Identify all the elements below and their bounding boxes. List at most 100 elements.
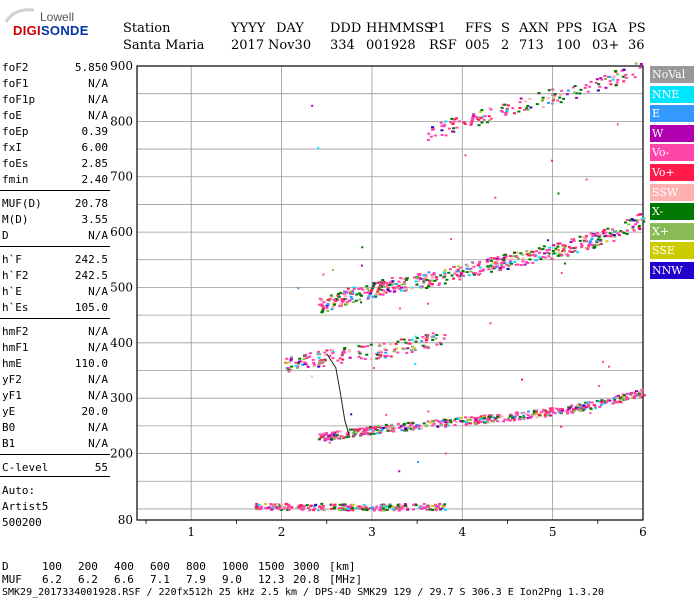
echo-point (376, 356, 380, 359)
echo-point (581, 406, 585, 409)
echo-point (380, 280, 384, 283)
echo-point (613, 235, 617, 238)
param-name: hmF2 (2, 325, 29, 338)
header-label: PS (628, 21, 646, 36)
echo-point (318, 353, 322, 356)
echo-point (361, 427, 365, 430)
echo-point (537, 247, 541, 250)
param-name: h`F (2, 253, 22, 266)
echo-point (313, 507, 317, 510)
echo-point (424, 507, 428, 510)
echo-point (523, 108, 527, 111)
echo-point (620, 398, 624, 401)
echo-point (428, 279, 432, 282)
echo-point (333, 507, 337, 510)
echo-point (525, 250, 529, 253)
echo-point (317, 509, 321, 512)
echo-point (528, 258, 532, 261)
echo-point (619, 401, 623, 404)
param-value: N/A (88, 77, 108, 90)
param-value: N/A (88, 229, 108, 242)
echo-point (358, 427, 362, 430)
echo-point (567, 407, 571, 410)
param-value: 20.0 (81, 405, 109, 418)
echo-point (343, 346, 347, 349)
echo-point (359, 505, 363, 508)
echo-point (507, 416, 511, 419)
echo-point (608, 365, 611, 368)
echo-point (347, 507, 351, 510)
muf-row-label: MUF (2, 573, 22, 586)
echo-point (443, 269, 447, 272)
echo-point (373, 426, 377, 429)
echo-point (499, 263, 503, 266)
echo-point (471, 116, 475, 119)
muf-value: 6.6 (114, 573, 134, 586)
header-label: FFS (465, 21, 492, 36)
echo-point (492, 266, 496, 269)
echo-point (321, 305, 325, 308)
echo-point (339, 304, 343, 307)
echo-point (630, 218, 634, 221)
echo-point (572, 239, 576, 242)
echo-point (475, 422, 479, 425)
echo-point (382, 503, 386, 506)
header-value: 001928 (366, 38, 416, 53)
echo-point (587, 243, 591, 246)
echo-point (358, 507, 362, 510)
echo-point (341, 298, 345, 301)
echo-point (539, 411, 543, 414)
echo-point (290, 365, 294, 368)
echo-point (397, 503, 401, 506)
echo-point (455, 270, 459, 273)
echo-point (428, 281, 432, 284)
echo-point (427, 285, 431, 288)
echo-point (325, 307, 329, 310)
echo-point (444, 418, 448, 421)
echo-point (401, 286, 405, 289)
echo-point (279, 508, 283, 511)
echo-point (294, 364, 298, 367)
muf-value: [MHz] (329, 573, 363, 586)
echo-point (433, 503, 437, 506)
echo-point (520, 253, 524, 256)
d-value: [km] (329, 560, 356, 573)
echo-point (287, 505, 291, 508)
echo-point (418, 424, 422, 427)
echo-point (519, 97, 523, 100)
echo-point (306, 506, 310, 509)
echo-point (603, 235, 607, 238)
echo-point (311, 104, 314, 107)
muf-value: 6.2 (42, 573, 62, 586)
echo-point (344, 297, 348, 300)
logo-lowell: Lowell (40, 10, 75, 24)
echo-point (481, 269, 485, 272)
echo-point (423, 507, 427, 510)
echo-point (495, 257, 499, 260)
echo-point (545, 412, 549, 415)
echo-point (590, 238, 594, 241)
echo-point (500, 261, 504, 264)
echo-point (411, 338, 415, 341)
echo-point (569, 410, 573, 413)
echo-point (366, 507, 370, 510)
echo-point (443, 508, 447, 511)
muf-value: 20.8 (293, 573, 320, 586)
echo-point (281, 506, 285, 509)
echo-point (525, 253, 529, 256)
echo-point (470, 121, 474, 124)
echo-point (329, 438, 333, 441)
echo-point (380, 505, 384, 508)
echo-point (303, 361, 307, 364)
echo-point (317, 438, 321, 441)
echo-point (269, 503, 273, 506)
echo-point (589, 407, 593, 410)
echo-point (425, 505, 429, 508)
echo-point (552, 244, 556, 247)
echo-point (470, 416, 474, 419)
param-value: 3.55 (81, 213, 109, 226)
echo-point (589, 232, 593, 235)
echo-point (533, 255, 537, 258)
echo-point (347, 350, 351, 353)
echo-point (435, 278, 439, 281)
